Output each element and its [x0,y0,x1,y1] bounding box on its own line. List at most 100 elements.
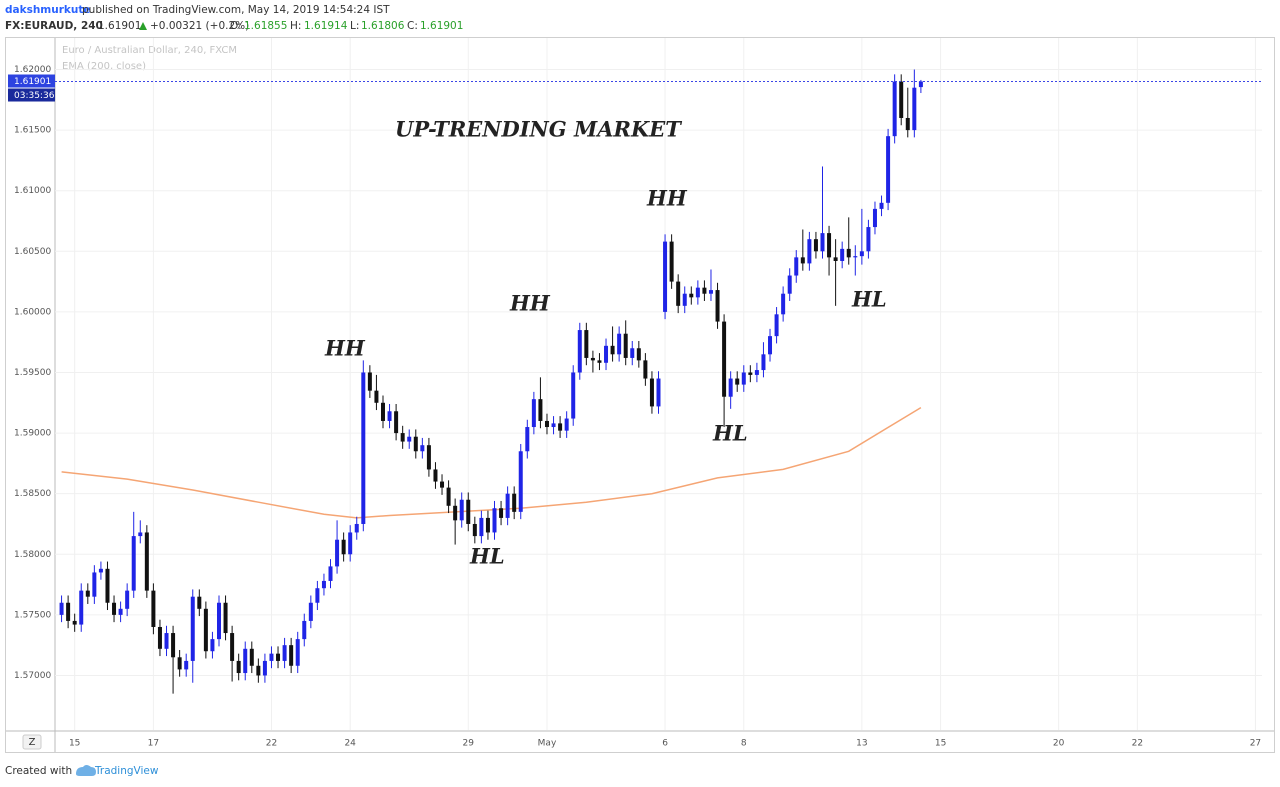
candle-body [846,248,851,258]
candle-body [256,665,261,676]
candle-body [512,493,517,512]
footer-brand[interactable]: TradingView [94,765,159,777]
candle-body [387,411,392,421]
candle-body [407,436,412,442]
candle-body [289,645,294,666]
countdown-label: 03:35:36 [14,91,55,101]
y-tick-label: 1.58500 [14,489,51,499]
zoom-label[interactable]: Z [29,737,36,748]
x-tick-label: 24 [344,739,356,749]
last-price: 1.61901 [98,20,141,32]
candle-body [866,227,871,252]
y-tick-label: 1.59500 [14,368,51,378]
x-tick-label: 6 [662,739,668,749]
candle-body [564,418,569,431]
legend-symbol: Euro / Australian Dollar, 240, FXCM [62,45,237,56]
candle-body [551,423,556,428]
annotation: HL [851,287,887,312]
close-label: C: [407,20,418,32]
candle-body [807,239,812,264]
last-price-box [8,74,55,88]
frame [5,37,1275,753]
candle-body [341,539,346,555]
symbol: FX:EURAUD, 240 [5,20,103,32]
close-value: 1.61901 [420,20,463,32]
candle-body [440,481,445,488]
candle-body [715,290,720,322]
candle-body [276,653,281,661]
candle-body [695,287,700,298]
x-tick-label: 22 [266,739,277,749]
candle-body [781,293,786,315]
candle-body [800,257,805,264]
author[interactable]: dakshmurkute [5,4,91,16]
candle-body [262,660,267,676]
annotation: HH [646,186,688,211]
candle-body [590,357,595,361]
candle-body [79,590,84,625]
candle-body [689,293,694,298]
candle-body [59,602,64,615]
candle-body [748,372,753,375]
candle-body [394,411,399,434]
annotation-title: UP-TRENDING MARKET [395,117,682,142]
candle-body [92,572,97,597]
candle-body [918,81,923,88]
high-value: 1.61914 [304,20,348,32]
x-tick-label: 15 [935,739,946,749]
candle-body [728,378,733,397]
candle-body [538,399,543,421]
candle-body [499,508,504,518]
candle-body [118,608,123,615]
y-tick-label: 1.61000 [14,186,51,196]
candle-body [636,348,641,361]
candle-body [230,633,235,661]
candle-body [577,330,582,373]
last-price-label: 1.61901 [14,77,51,87]
candle-body [518,451,523,512]
candle-body [216,602,221,640]
low-value: 1.61806 [361,20,405,32]
candle-body [485,517,490,533]
candle-body [249,648,254,666]
candle-body [610,345,615,355]
footer-created: Created with [5,765,72,777]
candle-body [531,399,536,428]
y-tick-label: 1.59000 [14,429,51,439]
candle-body [669,241,674,282]
candle-body [853,256,858,258]
candle-body [197,596,202,609]
candle-body [354,523,359,533]
candle-body [722,321,727,397]
candle-body [210,639,215,652]
candle-body [859,251,864,257]
candle-body [584,330,589,358]
candle-body [367,372,372,391]
x-tick-label: 13 [856,739,867,749]
candle-body [886,136,891,203]
candle-body [774,314,779,337]
candle-body [361,372,366,524]
candle-body [177,657,182,670]
candle-body [85,590,90,597]
y-tick-label: 1.60000 [14,307,51,317]
high-label: H: [290,20,301,32]
candle-body [380,402,385,421]
candle-body [236,660,241,674]
candle-body [269,653,274,661]
candle-body [184,660,189,670]
candle-body [348,532,353,555]
candle-body [308,602,313,621]
candle-body [98,568,103,573]
candle-body [525,427,530,452]
x-tick-label: 15 [69,739,80,749]
candle-body [400,433,405,442]
candle-body [151,590,156,627]
zoom-button[interactable] [22,734,42,750]
candle-body [203,608,208,652]
candle-body [459,499,464,521]
candle-body [479,517,484,537]
candle-body [433,469,438,482]
candle-body [741,372,746,385]
